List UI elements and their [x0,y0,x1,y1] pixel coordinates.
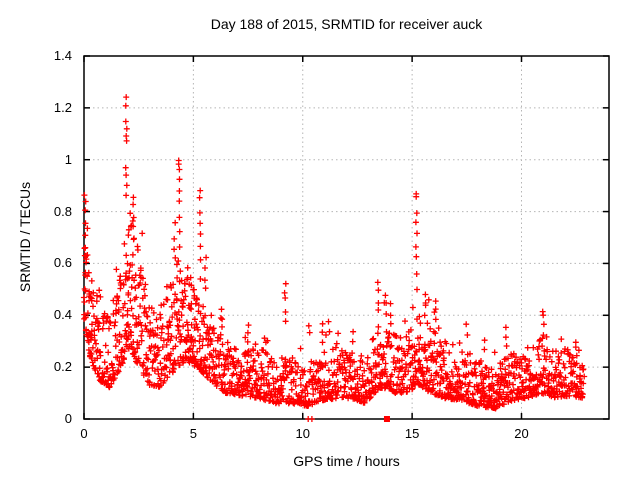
y-axis-label: SRMTID / TECUs [17,181,33,293]
x-tick-label: 20 [514,426,529,441]
x-axis-label: GPS time / hours [293,453,400,469]
srmtid-scatter-points [80,94,588,422]
y-tick-label: 0 [64,411,72,426]
x-tick-label: 5 [189,426,197,441]
x-tick-label: 15 [404,426,420,441]
chart-title: Day 188 of 2015, SRMTID for receiver auc… [210,16,483,32]
y-tick-label: 0.8 [53,203,72,219]
y-tick-label: 0.2 [53,359,72,375]
y-tick-label: 0.4 [53,307,72,323]
square-marker-point [383,416,390,422]
plot-border [83,55,610,420]
y-tick-label: 1 [64,151,72,167]
y-tick-label: 1.2 [53,99,72,115]
x-tick-label: 0 [80,426,88,441]
x-tick-label: 10 [295,426,310,441]
y-tick-label: 0.6 [53,255,72,271]
y-tick-label: 1.4 [53,48,72,63]
